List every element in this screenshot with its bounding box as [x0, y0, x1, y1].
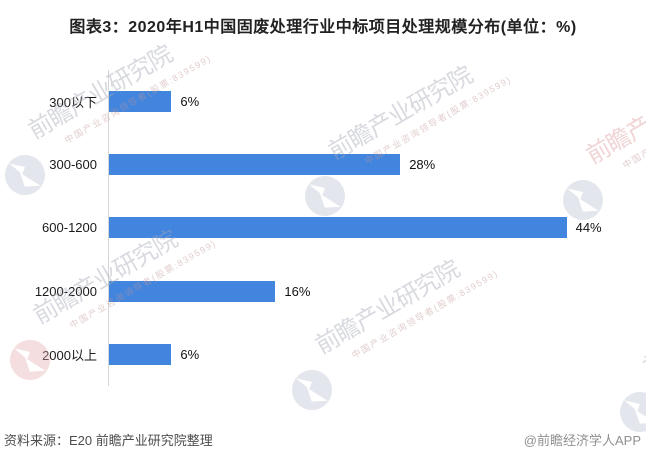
plot-area: 300以下 6% 300-600 28% 600-1200 44% 1200-2…: [0, 70, 629, 386]
bar-track: 28%: [109, 154, 629, 176]
source-note: 资料来源：E20 前瞻产业研究院整理: [4, 433, 213, 448]
chart-title: 图表3：2020年H1中国固废处理行业中标项目处理规模分布(单位：%): [69, 19, 577, 36]
value-label: 28%: [409, 157, 436, 173]
bar-row: 300以下 6%: [0, 70, 629, 133]
y-axis-line: [108, 70, 109, 386]
bar-row: 300-600 28%: [0, 133, 629, 196]
bar: [109, 343, 172, 365]
category-label: 300以下: [49, 95, 97, 111]
value-label: 44%: [575, 220, 602, 236]
bar: [109, 154, 401, 176]
category-label: 1200-2000: [34, 283, 97, 299]
bar-row: 1200-2000 16%: [0, 260, 629, 323]
bar: [109, 280, 276, 302]
category-label: 2000以上: [42, 347, 97, 363]
bar-track: 44%: [109, 217, 629, 239]
bar: [109, 91, 172, 113]
value-label: 16%: [284, 283, 311, 299]
footer: 资料来源：E20 前瞻产业研究院整理 @前瞻经济学人APP: [4, 430, 641, 449]
value-label: 6%: [180, 94, 200, 110]
bar-row: 2000以上 6%: [0, 323, 629, 386]
value-label: 6%: [180, 346, 200, 362]
credit-note: @前瞻经济学人APP: [523, 433, 641, 448]
bar-row: 600-1200 44%: [0, 196, 629, 259]
category-label: 600-1200: [42, 220, 97, 236]
category-label: 300-600: [49, 157, 97, 173]
watermark-text: 前瞻产业研究院: [639, 277, 646, 382]
bar-track: 6%: [109, 91, 629, 113]
bar-track: 6%: [109, 343, 629, 365]
bar: [109, 217, 567, 239]
bar-track: 16%: [109, 280, 629, 302]
